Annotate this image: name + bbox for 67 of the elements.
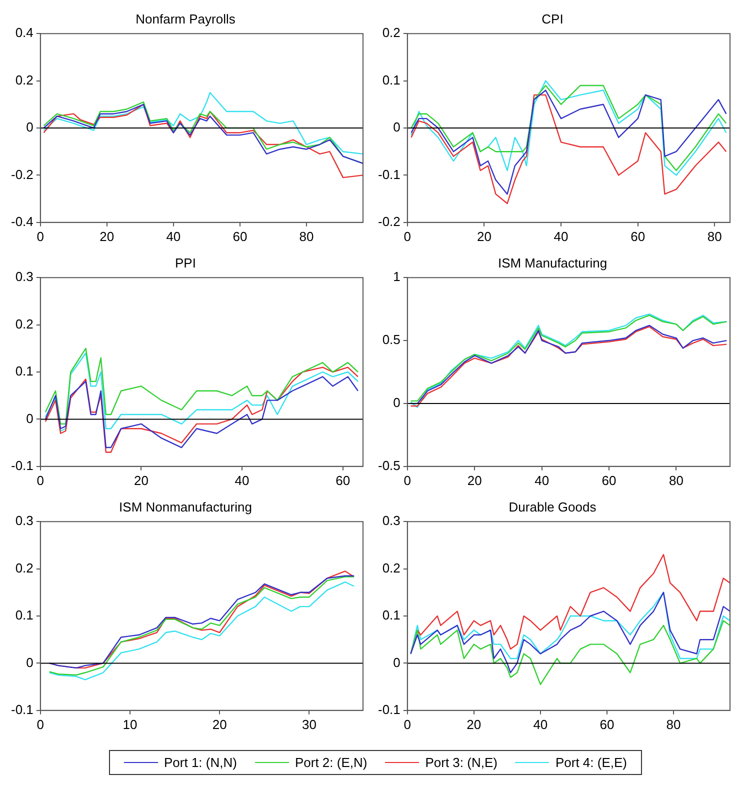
- y-tick-label: 0: [393, 654, 400, 670]
- x-tick-label: 40: [533, 716, 548, 732]
- y-tick-label: 1: [393, 269, 400, 284]
- y-tick-label: 0.2: [15, 560, 34, 576]
- x-tick-label: 80: [299, 228, 314, 244]
- legend-label: Port 2: (E,N): [294, 755, 368, 770]
- x-tick-label: 40: [554, 228, 568, 244]
- y-tick-label: 0: [393, 395, 400, 410]
- y-tick-label: 0.3: [15, 513, 34, 528]
- x-tick-label: 40: [534, 472, 550, 488]
- x-tick-label: 60: [232, 228, 248, 244]
- chart-title: PPI: [175, 255, 196, 270]
- y-tick-label: 0: [393, 120, 400, 135]
- y-tick-label: -0.1: [378, 702, 400, 717]
- y-tick-label: -0.1: [378, 166, 400, 182]
- y-tick-label: 0.2: [15, 316, 34, 332]
- y-tick-label: -0.2: [10, 166, 34, 182]
- x-tick-label: 20: [467, 472, 482, 488]
- y-tick-label: 0.5: [382, 332, 400, 348]
- x-tick-label: 10: [122, 716, 138, 732]
- y-tick-label: 0.1: [382, 608, 400, 623]
- x-tick-label: 30: [302, 716, 316, 732]
- x-tick-label: 0: [404, 228, 412, 244]
- y-tick-label: 0: [26, 654, 34, 670]
- chart-title: CPI: [542, 11, 564, 26]
- y-tick-label: 0: [26, 410, 34, 426]
- x-tick-label: 20: [134, 472, 148, 488]
- x-tick-label: 0: [404, 716, 412, 732]
- y-tick-label: -0.1: [10, 458, 34, 473]
- x-tick-label: 0: [404, 472, 412, 488]
- y-tick-label: 0.1: [382, 72, 400, 88]
- y-tick-label: -0.5: [378, 458, 400, 473]
- y-tick-label: 0: [26, 120, 34, 135]
- y-tick-label: 0.3: [382, 513, 400, 528]
- x-tick-label: 20: [100, 228, 114, 244]
- legend-label: Port 4: (E,E): [555, 755, 627, 770]
- x-tick-label: 80: [669, 472, 684, 488]
- chart-title: Nonfarm Payrolls: [136, 11, 236, 26]
- x-tick-label: 80: [707, 228, 722, 244]
- legend-label: Port 3: (N,E): [425, 755, 498, 770]
- x-tick-label: 0: [36, 228, 44, 244]
- legend-label: Port 1: (N,N): [164, 755, 237, 770]
- x-tick-label: 20: [212, 716, 227, 732]
- y-tick-label: -0.4: [10, 214, 34, 229]
- chart-title: ISM Nonmanufacturing: [119, 499, 252, 514]
- chart-title: ISM Manufacturing: [498, 255, 608, 270]
- y-tick-label: 0.3: [15, 269, 34, 284]
- y-tick-label: -0.2: [378, 214, 400, 229]
- x-tick-label: 60: [630, 228, 646, 244]
- x-tick-label: 60: [602, 472, 616, 488]
- y-tick-label: 0.2: [15, 72, 34, 88]
- x-tick-label: 20: [466, 716, 482, 732]
- x-tick-label: 40: [234, 472, 250, 488]
- y-tick-label: -0.1: [10, 702, 34, 717]
- x-tick-label: 0: [36, 472, 44, 488]
- x-tick-label: 20: [476, 228, 492, 244]
- y-tick-label: 0.1: [15, 608, 34, 623]
- x-tick-label: 0: [36, 716, 44, 732]
- x-tick-label: 40: [166, 228, 181, 244]
- y-tick-label: 0.4: [15, 25, 34, 40]
- y-tick-label: 0.1: [15, 364, 34, 379]
- y-tick-label: 0.2: [382, 25, 400, 40]
- x-tick-label: 60: [600, 716, 614, 732]
- x-tick-label: 60: [336, 472, 350, 488]
- x-tick-label: 80: [666, 716, 681, 732]
- chart-title: Durable Goods: [508, 499, 597, 514]
- y-tick-label: 0.2: [382, 560, 400, 576]
